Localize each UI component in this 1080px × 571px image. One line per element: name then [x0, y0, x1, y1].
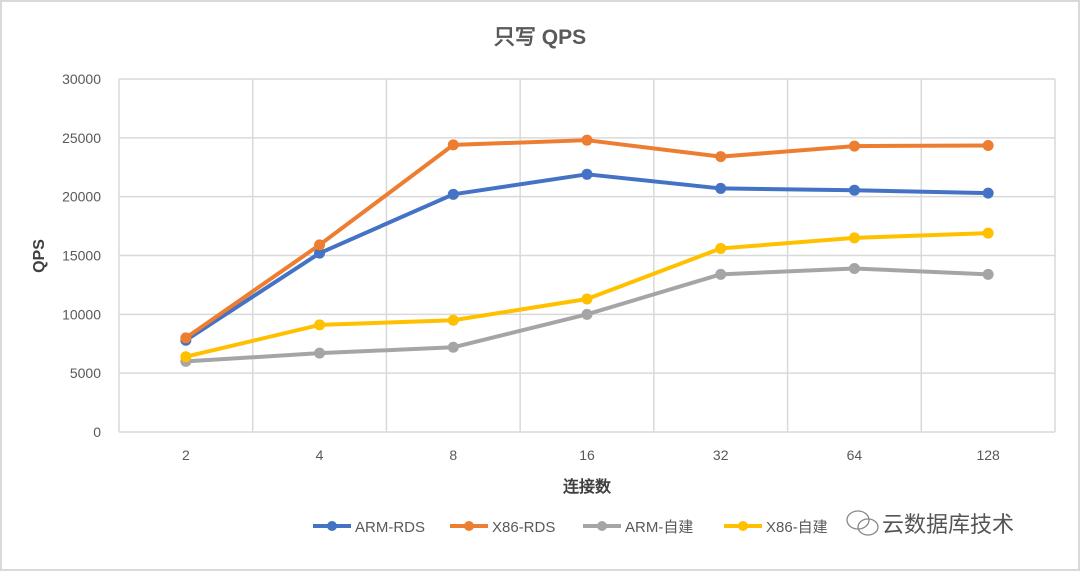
y-tick-label: 5000 [70, 365, 101, 381]
x-tick-label: 4 [316, 447, 324, 463]
y-tick-label: 10000 [62, 306, 101, 322]
data-point [447, 139, 459, 151]
legend-label: X86-RDS [492, 519, 555, 536]
legend: ARM-RDS X86-RDS ARM-自建 X86-自建 [313, 519, 828, 536]
y-tick-label: 0 [93, 424, 101, 440]
y-axis: 0 5000 10000 15000 20000 25000 30000 [62, 71, 101, 440]
data-point [715, 182, 727, 194]
data-point [314, 239, 326, 251]
data-point [314, 319, 326, 331]
watermark-text: 云数据库技术 [882, 512, 1014, 537]
legend-label: ARM-自建 [625, 519, 693, 536]
chart-title: 只写 QPS [494, 26, 586, 49]
y-tick-label: 20000 [62, 189, 101, 205]
x-tick-label: 16 [579, 447, 595, 463]
data-point [848, 262, 860, 274]
y-tick-label: 25000 [62, 130, 101, 146]
data-point [447, 188, 459, 200]
data-point [180, 332, 192, 344]
legend-marker [738, 521, 748, 531]
legend-label: ARM-RDS [355, 519, 425, 536]
data-point [581, 168, 593, 180]
data-point [982, 268, 994, 280]
y-axis-label: QPS [31, 239, 48, 273]
y-tick-label: 30000 [62, 71, 101, 87]
series-group [180, 134, 994, 367]
watermark: 云数据库技术 [846, 510, 1014, 537]
data-point [447, 341, 459, 353]
data-point [715, 151, 727, 163]
legend-marker [327, 521, 337, 531]
data-point [447, 314, 459, 326]
data-point [848, 232, 860, 244]
data-point [982, 227, 994, 239]
x-axis-label: 连接数 [563, 477, 612, 496]
wechat-icon [846, 510, 879, 536]
data-point [982, 187, 994, 199]
legend-label: X86-自建 [766, 519, 828, 536]
x-tick-label: 32 [713, 447, 729, 463]
x-axis: 2 4 8 16 32 64 128 [182, 447, 1000, 463]
x-tick-label: 64 [847, 447, 863, 463]
data-point [180, 351, 192, 363]
y-tick-label: 15000 [62, 248, 101, 264]
legend-marker [597, 521, 607, 531]
data-point [581, 293, 593, 305]
data-point [715, 242, 727, 254]
data-point [848, 184, 860, 196]
x-tick-label: 8 [449, 447, 457, 463]
data-point [848, 140, 860, 152]
legend-marker [464, 521, 474, 531]
grid [118, 78, 1056, 433]
data-point [581, 134, 593, 146]
data-point [715, 268, 727, 280]
data-point [581, 308, 593, 320]
x-tick-label: 128 [976, 447, 1000, 463]
data-point [314, 347, 326, 359]
data-point [314, 247, 326, 259]
data-point [982, 139, 994, 151]
x-tick-label: 2 [182, 447, 190, 463]
